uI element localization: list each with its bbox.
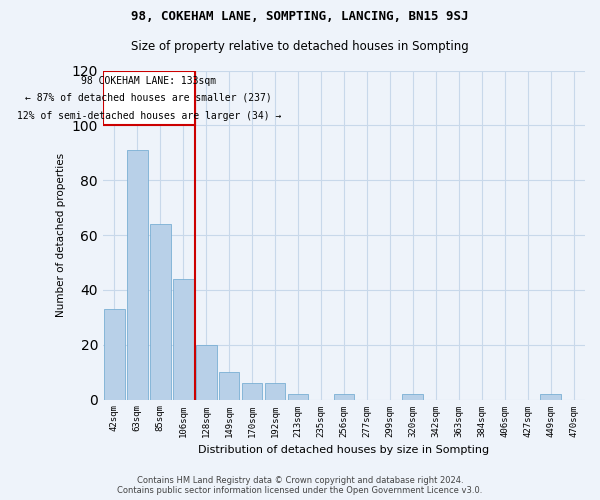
Bar	[265, 383, 286, 400]
Text: ← 87% of detached houses are smaller (237): ← 87% of detached houses are smaller (23…	[25, 93, 272, 103]
Bar	[104, 309, 125, 400]
Text: Contains HM Land Registry data © Crown copyright and database right 2024.
Contai: Contains HM Land Registry data © Crown c…	[118, 476, 482, 495]
Bar	[219, 372, 239, 400]
Bar	[127, 150, 148, 400]
Bar	[334, 394, 354, 400]
Bar	[196, 344, 217, 400]
Text: 98, COKEHAM LANE, SOMPTING, LANCING, BN15 9SJ: 98, COKEHAM LANE, SOMPTING, LANCING, BN1…	[131, 10, 469, 23]
Text: 12% of semi-detached houses are larger (34) →: 12% of semi-detached houses are larger (…	[17, 110, 281, 120]
Bar	[540, 394, 561, 400]
Bar	[173, 279, 194, 400]
Bar	[288, 394, 308, 400]
X-axis label: Distribution of detached houses by size in Sompting: Distribution of detached houses by size …	[199, 445, 490, 455]
Bar	[403, 394, 423, 400]
Text: Size of property relative to detached houses in Sompting: Size of property relative to detached ho…	[131, 40, 469, 53]
Text: 98 COKEHAM LANE: 133sqm: 98 COKEHAM LANE: 133sqm	[81, 76, 217, 86]
Bar	[242, 383, 262, 400]
Bar	[150, 224, 170, 400]
Y-axis label: Number of detached properties: Number of detached properties	[56, 153, 66, 317]
Bar	[103, 70, 195, 126]
